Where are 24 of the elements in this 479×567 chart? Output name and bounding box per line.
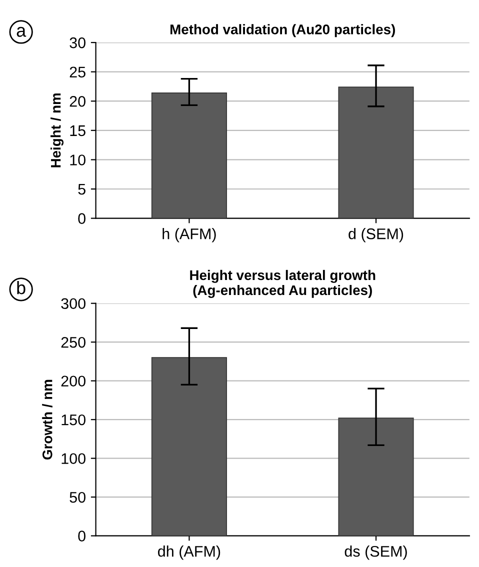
x-tick-label: d (SEM) — [348, 228, 404, 242]
y-tick-label: 20 — [70, 96, 86, 107]
x-tick-label: dh (AFM) — [158, 546, 220, 560]
y-tick-label: 5 — [78, 184, 86, 195]
y-tick-label: 15 — [70, 125, 86, 136]
y-tick-label: 30 — [70, 37, 86, 48]
y-tick-label: 25 — [70, 66, 86, 78]
y-tick-label: 0 — [78, 530, 86, 542]
y-tick-label: 150 — [62, 414, 86, 426]
y-tick-label: 50 — [70, 492, 86, 503]
chart-title: Height versus lateral growth (Ag-enhanced Au particles) — [190, 270, 376, 298]
y-axis-title: Height / nm — [50, 93, 64, 168]
y-tick-label: 200 — [61, 376, 86, 387]
x-tick-label: h (AFM) — [162, 228, 216, 242]
y-tick-label: 300 — [61, 298, 86, 310]
y-tick-label: 0 — [78, 213, 86, 224]
y-tick-label: 100 — [62, 453, 86, 464]
y-axis-title: Growth / nm — [42, 380, 52, 460]
y-tick-label: 250 — [61, 336, 86, 348]
chart-title: Method validation (Au20 particles) — [170, 24, 395, 38]
text: b — [17, 280, 26, 294]
text: a — [16, 26, 26, 37]
x-tick-label: ds (SEM) — [344, 546, 407, 560]
y-tick-label: 10 — [70, 154, 86, 166]
